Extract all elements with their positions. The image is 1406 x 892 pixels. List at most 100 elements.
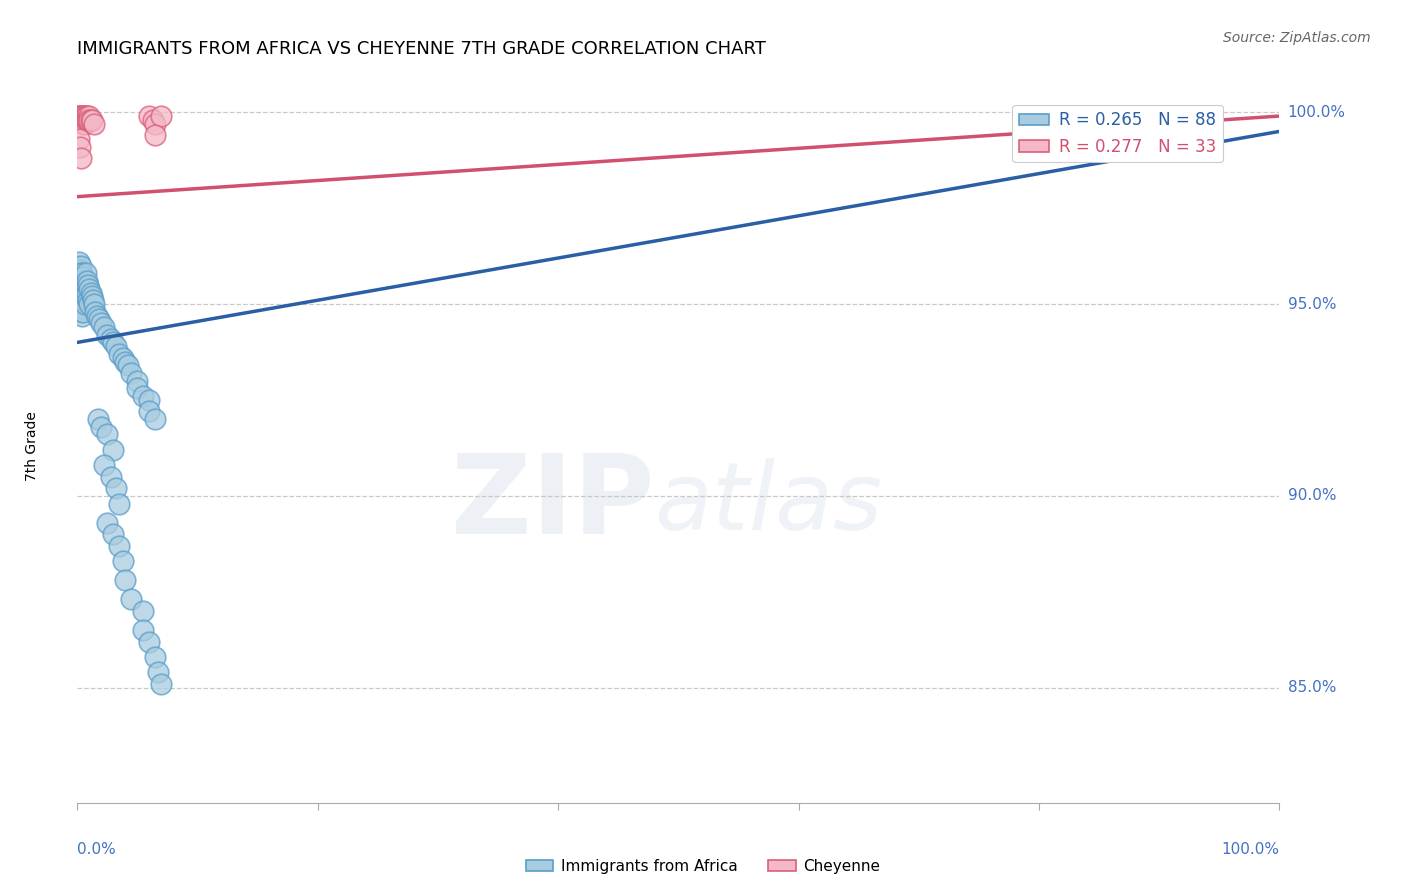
Point	[114, 574, 136, 588]
Point	[79, 297, 101, 311]
Point	[82, 293, 104, 308]
Point	[72, 112, 94, 127]
Point	[70, 282, 93, 296]
Point	[72, 117, 94, 131]
Point	[80, 289, 103, 303]
Point	[70, 289, 93, 303]
Point	[111, 554, 134, 568]
Point	[138, 634, 160, 648]
Point	[108, 497, 131, 511]
Point	[79, 112, 101, 127]
Point	[70, 259, 93, 273]
Point	[84, 304, 107, 318]
Point	[72, 285, 94, 300]
Point	[75, 266, 97, 280]
Point	[127, 381, 149, 395]
Point	[83, 117, 105, 131]
Point	[93, 458, 115, 473]
Point	[69, 277, 91, 292]
Point	[69, 112, 91, 127]
Point	[72, 109, 94, 123]
Point	[73, 109, 96, 123]
Point	[104, 339, 127, 353]
Text: 7th Grade: 7th Grade	[25, 411, 38, 481]
Legend: Immigrants from Africa, Cheyenne: Immigrants from Africa, Cheyenne	[520, 853, 886, 880]
Point	[67, 266, 90, 280]
Point	[70, 297, 93, 311]
Point	[120, 592, 142, 607]
Point	[72, 304, 94, 318]
Point	[103, 335, 125, 350]
Point	[73, 297, 96, 311]
Point	[127, 374, 149, 388]
Point	[138, 109, 160, 123]
Point	[70, 112, 93, 127]
Point	[69, 301, 91, 315]
Point	[69, 140, 91, 154]
Point	[104, 481, 127, 495]
Point	[80, 112, 103, 127]
Text: Source: ZipAtlas.com: Source: ZipAtlas.com	[1223, 31, 1371, 45]
Text: 100.0%: 100.0%	[1222, 842, 1279, 857]
Point	[96, 516, 118, 530]
Point	[146, 665, 169, 680]
Point	[75, 112, 97, 127]
Point	[145, 117, 167, 131]
Point	[111, 351, 134, 365]
Text: 95.0%: 95.0%	[1288, 296, 1336, 311]
Point	[69, 262, 91, 277]
Point	[70, 109, 93, 123]
Text: 85.0%: 85.0%	[1288, 681, 1336, 695]
Point	[70, 266, 93, 280]
Point	[103, 527, 125, 541]
Point	[76, 112, 98, 127]
Point	[132, 623, 155, 637]
Point	[75, 277, 97, 292]
Point	[93, 320, 115, 334]
Text: 0.0%: 0.0%	[77, 842, 117, 857]
Point	[70, 112, 93, 127]
Point	[76, 285, 98, 300]
Point	[145, 650, 167, 665]
Point	[67, 289, 90, 303]
Legend: R = 0.265   N = 88, R = 0.277   N = 33: R = 0.265 N = 88, R = 0.277 N = 33	[1012, 104, 1223, 162]
Point	[142, 112, 165, 127]
Point	[77, 293, 100, 308]
Point	[103, 442, 125, 457]
Point	[72, 293, 94, 308]
Point	[66, 109, 89, 123]
Point	[108, 539, 131, 553]
Point	[67, 255, 90, 269]
Point	[73, 274, 96, 288]
Point	[132, 604, 155, 618]
Point	[70, 309, 93, 323]
Point	[70, 266, 93, 280]
Point	[67, 274, 90, 288]
Point	[117, 359, 139, 373]
Point	[72, 277, 94, 292]
Point	[120, 366, 142, 380]
Point	[83, 297, 105, 311]
Point	[100, 469, 122, 483]
Point	[96, 427, 118, 442]
Point	[114, 354, 136, 368]
Point	[66, 259, 89, 273]
Point	[72, 270, 94, 285]
Point	[73, 289, 96, 303]
Point	[79, 282, 101, 296]
Point	[70, 289, 93, 303]
Point	[79, 112, 101, 127]
Point	[70, 282, 93, 296]
Text: IMMIGRANTS FROM AFRICA VS CHEYENNE 7TH GRADE CORRELATION CHART: IMMIGRANTS FROM AFRICA VS CHEYENNE 7TH G…	[77, 40, 766, 58]
Point	[87, 412, 110, 426]
Point	[145, 412, 167, 426]
Point	[138, 404, 160, 418]
Point	[132, 389, 155, 403]
Point	[96, 327, 118, 342]
Point	[70, 109, 93, 123]
Point	[67, 109, 90, 123]
Point	[73, 112, 96, 127]
Point	[145, 128, 167, 143]
Point	[75, 289, 97, 303]
Point	[138, 392, 160, 407]
